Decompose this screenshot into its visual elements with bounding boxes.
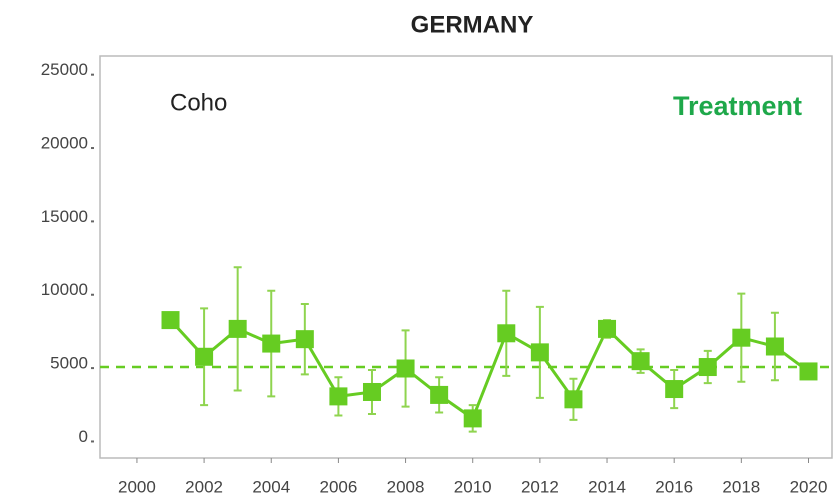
x-tick-label: 2016 — [655, 477, 693, 496]
x-tick-label: 2002 — [185, 477, 223, 496]
plot-frame — [99, 55, 833, 459]
x-tick-label: 2004 — [252, 477, 290, 496]
x-tick-label: 2020 — [790, 477, 828, 496]
y-tick-label: 25000 — [41, 60, 88, 79]
point — [698, 358, 717, 377]
y-tick-label: 5000 — [50, 354, 88, 373]
x-tick-label: 2014 — [588, 477, 626, 496]
point — [295, 330, 314, 349]
point — [430, 385, 449, 404]
point — [362, 382, 381, 401]
point — [396, 359, 415, 378]
x-tick-label: 2018 — [722, 477, 760, 496]
point — [228, 319, 247, 338]
y-tick-label: 15000 — [41, 207, 88, 226]
point — [631, 352, 650, 371]
point — [463, 409, 482, 428]
x-tick-label: 2008 — [387, 477, 425, 496]
x-tick-label: 2000 — [118, 477, 156, 496]
x-tick-label: 2012 — [521, 477, 559, 496]
chart-title: GERMANY — [411, 11, 534, 38]
point — [262, 334, 281, 353]
annotation: Treatment — [673, 91, 802, 121]
annotation: Coho — [170, 89, 227, 116]
point — [765, 337, 784, 356]
point — [732, 328, 751, 347]
point — [665, 380, 684, 399]
point — [564, 390, 583, 409]
point — [195, 347, 214, 366]
x-tick-label: 2010 — [454, 477, 492, 496]
point — [329, 387, 348, 406]
point — [530, 343, 549, 362]
point — [799, 362, 818, 381]
x-tick-label: 2006 — [319, 477, 357, 496]
point — [161, 311, 180, 330]
point — [497, 324, 516, 343]
y-tick-label: 0 — [79, 427, 88, 446]
y-tick-label: 20000 — [41, 134, 88, 153]
point — [598, 319, 617, 338]
y-tick-label: 10000 — [41, 280, 88, 299]
